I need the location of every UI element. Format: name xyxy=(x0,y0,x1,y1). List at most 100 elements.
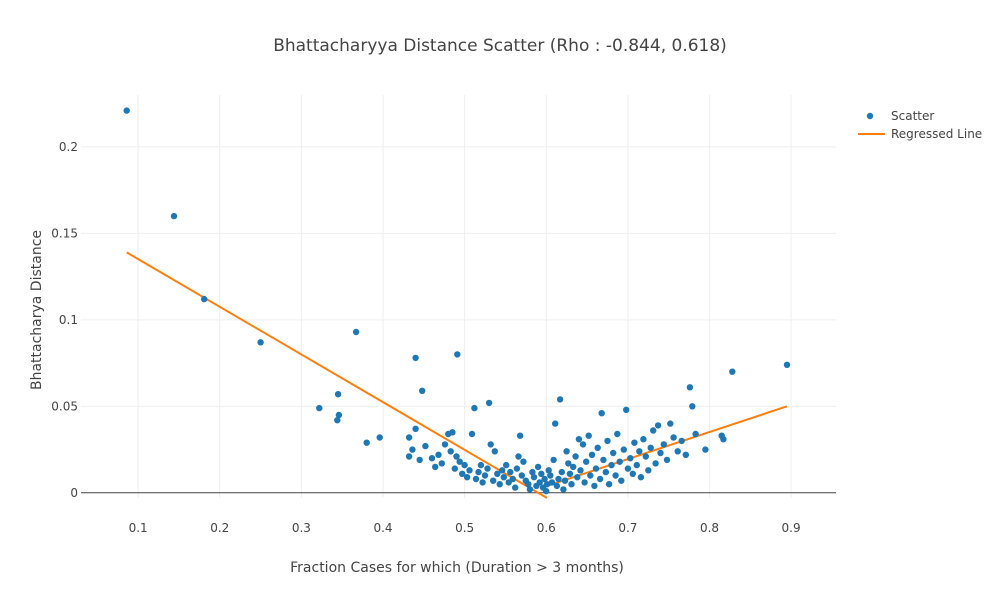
scatter-point xyxy=(563,448,570,455)
scatter-point xyxy=(650,427,657,434)
scatter-point xyxy=(479,479,486,486)
scatter-point xyxy=(526,486,534,493)
scatter-point xyxy=(475,468,482,476)
scatter-point xyxy=(585,432,592,439)
scatter-point xyxy=(570,463,577,471)
scatter-point xyxy=(574,474,581,481)
scatter-point xyxy=(543,481,551,488)
scatter-point xyxy=(616,458,623,465)
scatter-point xyxy=(516,432,524,439)
scatter-point xyxy=(471,404,478,412)
scatter-point xyxy=(633,461,640,469)
scatter-point xyxy=(636,448,643,455)
scatter-point xyxy=(550,456,557,464)
scatter-point xyxy=(577,467,584,474)
scatter-point xyxy=(536,479,543,486)
scatter-point xyxy=(316,404,323,412)
scatter-point xyxy=(201,295,208,303)
scatter-point xyxy=(507,468,514,476)
scatter-point xyxy=(468,430,476,438)
scatter-point xyxy=(591,482,598,490)
scatter-point xyxy=(530,474,538,481)
scatter-point xyxy=(572,453,579,460)
scatter-point xyxy=(503,461,510,469)
scatter-point xyxy=(660,441,667,448)
scatter-point xyxy=(441,441,449,448)
scatter-point xyxy=(642,453,649,460)
scatter-point xyxy=(602,468,609,476)
scatter-point xyxy=(376,434,383,441)
regression-segment xyxy=(126,251,548,499)
legend-label-regressed-line[interactable]: Regressed Line xyxy=(891,127,982,141)
scatter-point xyxy=(652,460,659,467)
scatter-point xyxy=(620,446,627,453)
scatter-point xyxy=(496,481,503,488)
scatter-point xyxy=(485,399,493,407)
scatter-point xyxy=(435,451,442,458)
scatter-point xyxy=(513,465,521,472)
scatter-point xyxy=(568,481,575,488)
scatter-point xyxy=(579,441,587,448)
scatter-point xyxy=(453,453,460,460)
scatter-point xyxy=(552,420,559,427)
scatter-point xyxy=(674,448,681,455)
scatter-point xyxy=(627,455,634,462)
y-tick-label: 0.2 xyxy=(59,140,78,154)
scatter-point xyxy=(614,430,621,438)
scatter-point xyxy=(422,442,429,450)
scatter-point xyxy=(525,481,532,488)
scatter-points xyxy=(123,107,791,495)
grid xyxy=(81,95,836,498)
scatter-point xyxy=(449,429,456,436)
scatter-point xyxy=(667,420,674,427)
scatter-point xyxy=(598,410,605,417)
scatter-point xyxy=(596,475,604,483)
scatter-point xyxy=(604,437,611,445)
scatter-point xyxy=(645,467,652,474)
scatter-point xyxy=(447,448,454,455)
scatter-point xyxy=(454,351,461,358)
scatter-point xyxy=(553,482,561,490)
x-tick-label: 0.9 xyxy=(782,521,801,535)
scatter-point xyxy=(556,396,564,403)
scatter-point xyxy=(581,479,588,486)
scatter-point xyxy=(663,456,671,464)
scatter-point xyxy=(618,477,625,484)
scatter-point xyxy=(466,467,473,474)
scatter-point xyxy=(472,475,480,483)
scatter-point xyxy=(588,451,596,458)
scatter-point xyxy=(515,453,522,460)
scatter-point xyxy=(456,458,463,465)
scatter-point xyxy=(682,451,689,458)
scatter-point xyxy=(490,477,497,484)
scatter-point xyxy=(438,460,445,467)
scatter-point xyxy=(412,425,419,432)
scatter-point xyxy=(491,448,498,455)
chart-title: Bhattacharyya Distance Scatter (Rho : -0… xyxy=(273,36,727,56)
scatter-point xyxy=(529,468,536,476)
scatter-point xyxy=(566,470,574,477)
x-tick-label: 0.7 xyxy=(618,521,637,535)
scatter-point xyxy=(419,387,426,394)
scatter-point xyxy=(538,470,545,477)
scatter-point xyxy=(689,403,696,410)
y-tick-label: 0.05 xyxy=(51,399,78,413)
scatter-point xyxy=(494,470,501,477)
scatter-point xyxy=(416,456,423,464)
scatter-point xyxy=(451,465,458,472)
scatter-point xyxy=(170,212,178,220)
legend-label-scatter[interactable]: Scatter xyxy=(891,109,934,123)
scatter-point xyxy=(405,434,413,441)
scatter-point xyxy=(670,434,677,441)
legend[interactable]: Scatter Regressed Line xyxy=(858,109,982,141)
scatter-point xyxy=(565,460,572,467)
scatter-point xyxy=(610,449,617,457)
scatter-point xyxy=(541,475,548,483)
scatter-point xyxy=(583,458,590,465)
scatter-point xyxy=(624,465,632,472)
scatter-point xyxy=(558,468,565,476)
x-tick-label: 0.5 xyxy=(455,521,474,535)
scatter-point xyxy=(605,481,613,488)
x-tick-label: 0.4 xyxy=(373,521,392,535)
scatter-point xyxy=(459,470,466,477)
